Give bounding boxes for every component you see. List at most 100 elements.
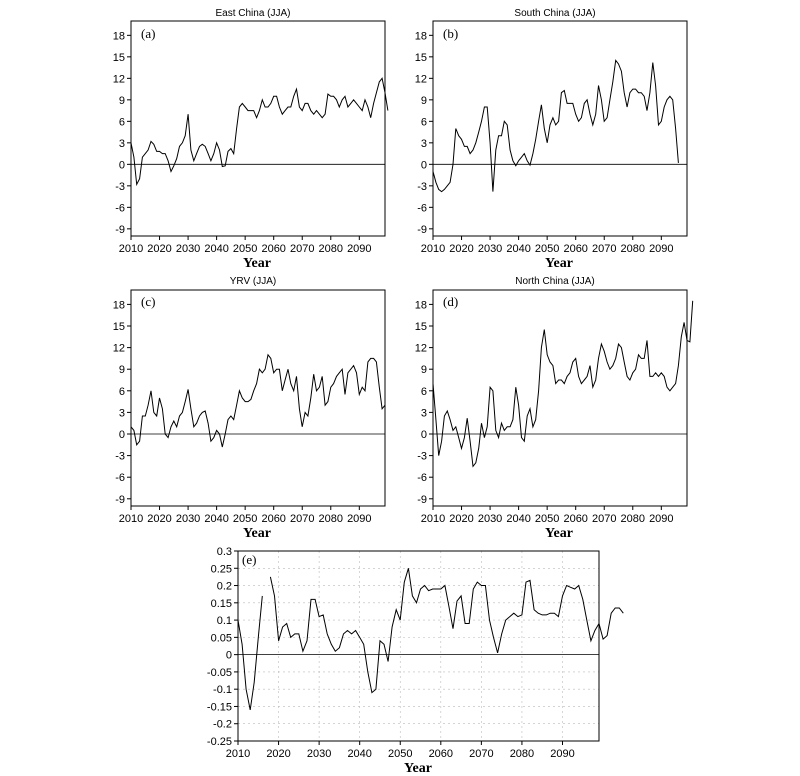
x-tick-label: 2030: [176, 243, 200, 255]
x-tick-label: 2010: [421, 513, 445, 525]
x-tick-label: 2080: [621, 513, 645, 525]
y-tick-label: 18: [415, 299, 427, 311]
panel-east-china: East China (JJA) (a) Year -9 -6 -3 0 3 6 9 12 15…: [113, 8, 389, 271]
y-tick-label: 9: [421, 95, 427, 107]
x-tick-label: 2020: [449, 513, 473, 525]
y-tick-label: 18: [113, 299, 125, 311]
y-tick-label: 0.3: [217, 546, 232, 558]
x-tick-label: 2080: [621, 243, 645, 255]
y-tick-label: -9: [417, 494, 427, 506]
y-tick-label: 0.25: [211, 563, 232, 575]
x-tick-label: 2020: [266, 748, 290, 760]
x-tick-label: 2020: [449, 243, 473, 255]
x-tick-label: 2080: [319, 243, 343, 255]
y-tick-label: -0.25: [207, 736, 232, 748]
y-tick-label: -9: [417, 224, 427, 236]
x-tick-label: 2060: [261, 513, 285, 525]
x-tick-label: 2040: [204, 243, 228, 255]
x-tick-label: 2010: [421, 243, 445, 255]
y-tick-label: 0.1: [217, 615, 232, 627]
y-tick-label: 0: [421, 429, 427, 441]
y-tick-label: -0.2: [213, 719, 232, 731]
y-tick-label: 3: [421, 138, 427, 150]
x-tick-label: 2030: [176, 513, 200, 525]
series-line: [130, 77, 389, 187]
y-tick-label: 0.15: [211, 598, 232, 610]
y-tick-label: 0.05: [211, 632, 232, 644]
x-tick-label: 2030: [307, 748, 331, 760]
series-line: [432, 300, 694, 468]
x-tick-label: 2090: [347, 513, 371, 525]
x-tick-label: 2070: [592, 243, 616, 255]
y-tick-label: -9: [115, 494, 125, 506]
panel-label: (c): [141, 294, 155, 309]
series-line: [432, 59, 679, 193]
y-tick-label: 0.2: [217, 581, 232, 593]
y-tick-label: -6: [417, 202, 427, 214]
x-tick-label: 2060: [563, 513, 587, 525]
x-tick-label: 2040: [204, 513, 228, 525]
x-tick-label: 2050: [233, 243, 257, 255]
y-tick-label: -3: [115, 181, 125, 193]
y-tick-label: 0: [119, 159, 125, 171]
panel-label: (a): [141, 26, 155, 41]
x-axis-label: Year: [404, 761, 432, 776]
x-tick-label: 2050: [233, 513, 257, 525]
y-tick-label: -0.15: [207, 701, 232, 713]
y-tick-label: 0: [119, 429, 125, 441]
y-tick-label: 15: [415, 52, 427, 64]
x-tick-label: 2030: [478, 243, 502, 255]
panel-label: (e): [242, 552, 256, 567]
y-tick-label: -6: [115, 202, 125, 214]
y-tick-label: 12: [113, 73, 125, 85]
y-tick-label: -0.1: [213, 684, 232, 696]
plot-frame: [432, 289, 688, 507]
x-tick-label: 2080: [319, 513, 343, 525]
x-axis-label: Year: [545, 526, 573, 541]
x-tick-label: 2010: [226, 748, 250, 760]
x-tick-label: 2020: [147, 243, 171, 255]
x-axis-label: Year: [243, 256, 271, 271]
y-tick-label: 6: [421, 386, 427, 398]
panel-label: (b): [443, 26, 458, 41]
chart-title: South China (JJA): [514, 8, 595, 19]
y-tick-label: 6: [421, 116, 427, 128]
x-tick-label: 2050: [535, 243, 559, 255]
y-tick-label: 3: [119, 407, 125, 419]
y-tick-label: 15: [113, 52, 125, 64]
panel-south-china: South China (JJA) (b) Year -9 -6 -3 0 3 6 9 12 1…: [415, 8, 688, 271]
y-tick-label: -3: [115, 451, 125, 463]
x-tick-label: 2010: [119, 513, 143, 525]
series-line: [237, 568, 624, 710]
y-tick-label: 3: [421, 407, 427, 419]
x-tick-label: 2050: [535, 513, 559, 525]
y-tick-label: -6: [417, 472, 427, 484]
x-tick-label: 2090: [347, 243, 371, 255]
y-tick-label: 12: [113, 343, 125, 355]
y-tick-label: 15: [113, 321, 125, 333]
y-tick-label: -9: [115, 224, 125, 236]
x-axis-label: Year: [243, 526, 271, 541]
chart-title: YRV (JJA): [230, 276, 277, 287]
x-tick-label: 2070: [592, 513, 616, 525]
x-tick-label: 2090: [649, 513, 673, 525]
panel-label: (d): [443, 294, 458, 309]
y-tick-label: 18: [113, 30, 125, 42]
x-tick-label: 2070: [290, 243, 314, 255]
chart-title: East China (JJA): [215, 8, 290, 19]
plot-frame: [237, 550, 600, 742]
y-tick-label: 9: [421, 364, 427, 376]
panel-north-china: North China (JJA) (d) Year -9 -6 -3 0 3 6 9 12 1…: [415, 276, 694, 541]
y-tick-label: 6: [119, 116, 125, 128]
x-tick-label: 2070: [469, 748, 493, 760]
x-tick-label: 2030: [478, 513, 502, 525]
plot-frame: [432, 20, 688, 237]
plot-frame: [130, 20, 386, 237]
x-tick-label: 2040: [506, 513, 530, 525]
y-tick-label: 9: [119, 364, 125, 376]
x-tick-label: 2040: [347, 748, 371, 760]
y-tick-label: 12: [415, 73, 427, 85]
x-tick-label: 2080: [510, 748, 534, 760]
x-tick-label: 2090: [550, 748, 574, 760]
plot-frame: [130, 289, 386, 507]
